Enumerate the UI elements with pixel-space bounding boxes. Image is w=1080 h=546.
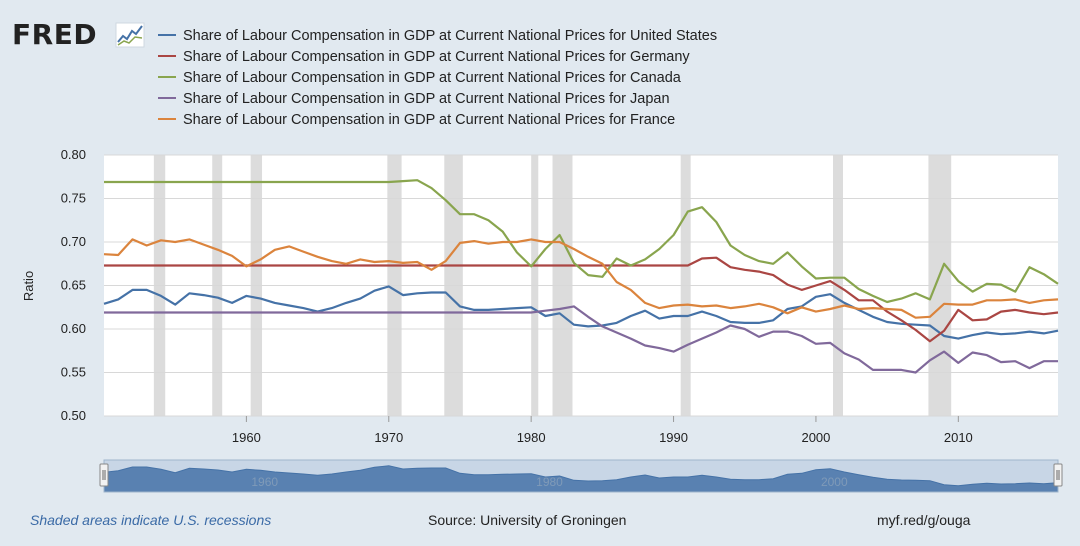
short-link[interactable]: myf.red/g/ouga	[877, 512, 971, 528]
legend-label: Share of Labour Compensation in GDP at C…	[183, 91, 670, 107]
y-tick-label: 0.55	[61, 365, 86, 380]
x-tick-label: 1980	[517, 430, 546, 445]
navigator-handle-right[interactable]	[1053, 463, 1063, 487]
legend-label: Share of Labour Compensation in GDP at C…	[183, 28, 717, 44]
source-text: Source: University of Groningen	[428, 512, 627, 528]
y-tick-label: 0.80	[61, 147, 86, 162]
handle-grip[interactable]	[99, 463, 109, 487]
y-tick-label: 0.70	[61, 234, 86, 249]
x-tick-label: 2010	[944, 430, 973, 445]
series-line[interactable]	[104, 305, 1058, 374]
navigator-handle-left[interactable]	[99, 463, 109, 487]
legend-label: Share of Labour Compensation in GDP at C…	[183, 112, 675, 128]
series-line[interactable]	[103, 238, 1059, 319]
fred-logo[interactable]: FRED	[12, 18, 98, 51]
series-line[interactable]	[103, 285, 1059, 340]
navigator-label: 1960	[251, 475, 278, 489]
x-tick-label: 1990	[659, 430, 688, 445]
series-line[interactable]	[104, 256, 1059, 343]
y-tick-label: 0.50	[61, 408, 86, 423]
recession-note: Shaded areas indicate U.S. recessions	[30, 512, 272, 528]
navigator-label: 2000	[821, 475, 848, 489]
y-tick-label: 0.65	[61, 278, 86, 293]
series-line[interactable]	[104, 179, 1059, 304]
navigator-label: 1980	[536, 475, 563, 489]
x-tick-label: 2000	[801, 430, 830, 445]
handle-grip[interactable]	[1053, 463, 1063, 487]
fred-chart-icon	[115, 22, 145, 48]
y-tick-label: 0.60	[61, 321, 86, 336]
y-tick-label: 0.75	[61, 191, 86, 206]
legend-label: Share of Labour Compensation in GDP at C…	[183, 49, 690, 65]
y-axis-label: Ratio	[21, 271, 36, 301]
x-tick-label: 1960	[232, 430, 261, 445]
navigator-series	[103, 465, 1059, 493]
x-tick-label: 1970	[374, 430, 403, 445]
legend-label: Share of Labour Compensation in GDP at C…	[183, 70, 682, 86]
